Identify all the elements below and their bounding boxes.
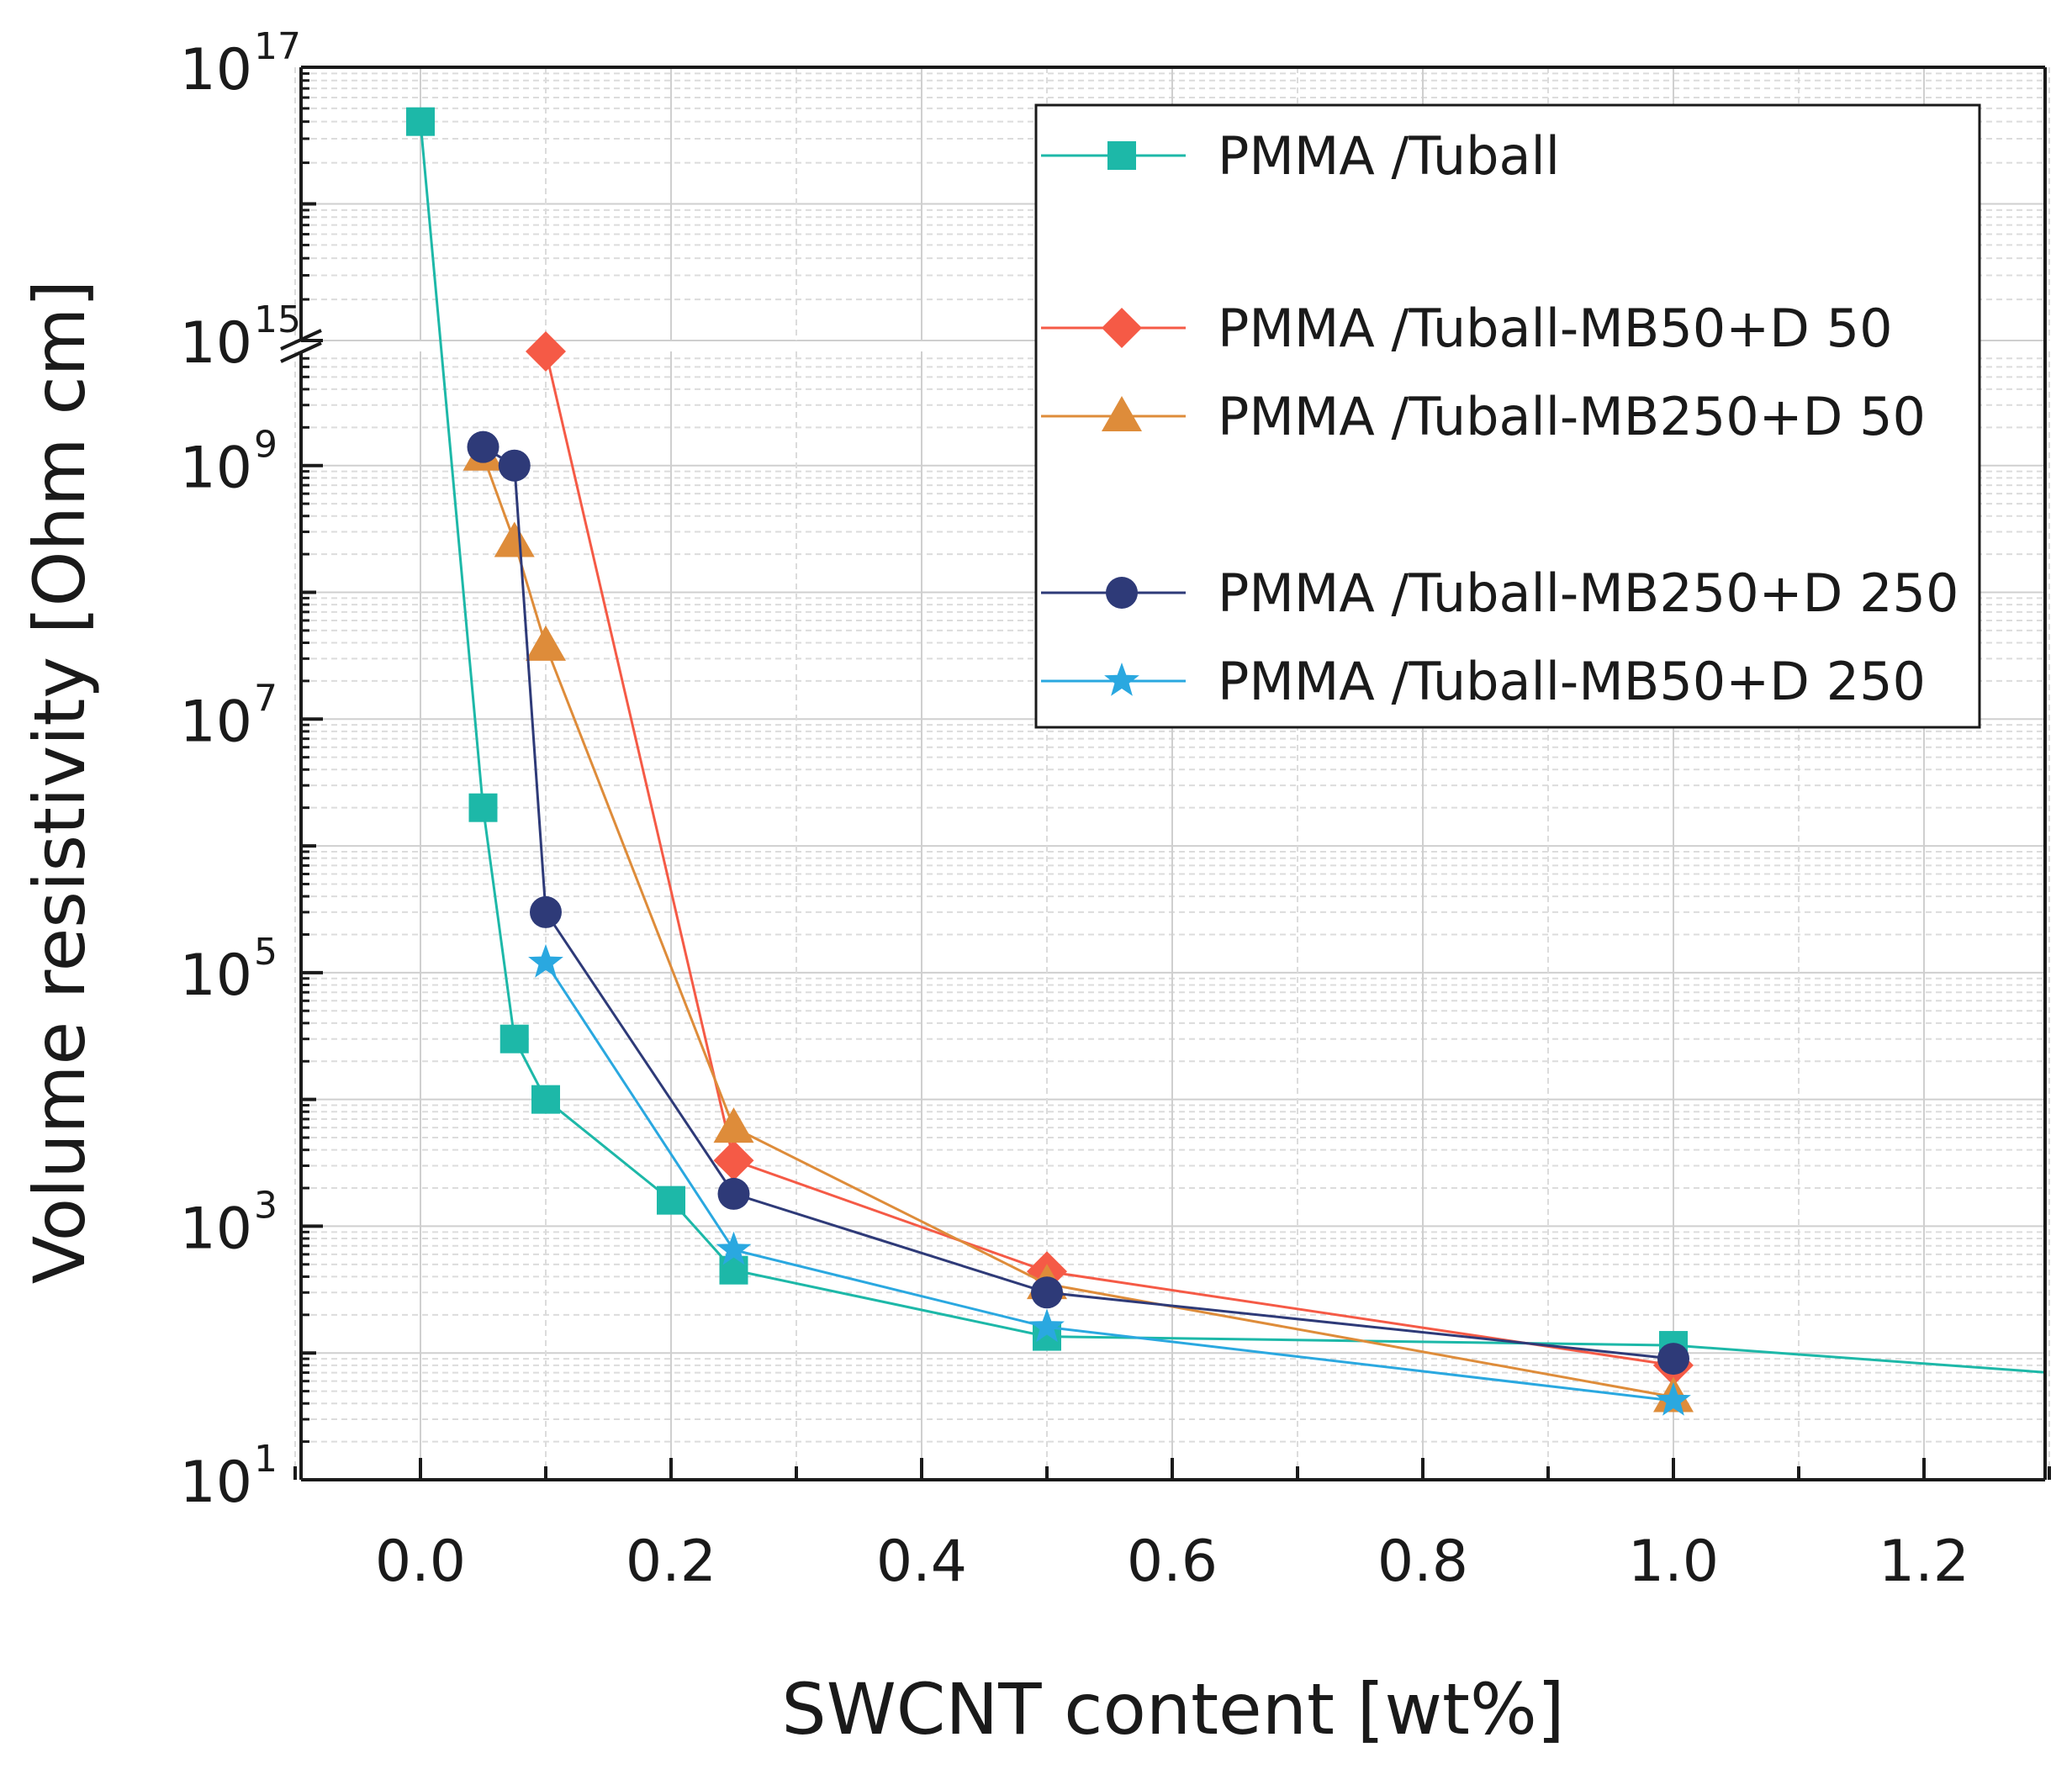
data-point	[657, 1185, 685, 1215]
legend-marker	[1102, 396, 1142, 431]
axis-break-mark	[280, 341, 322, 363]
series-1	[406, 107, 2045, 1374]
y-tick-label: 10	[179, 1196, 252, 1262]
data-point	[713, 1107, 754, 1143]
y-tick-label: 10	[179, 37, 252, 103]
data-point	[406, 107, 435, 136]
legend-marker	[1104, 663, 1139, 696]
x-tick-label: 0.6	[1127, 1529, 1218, 1595]
y-tick-label: 10	[179, 310, 252, 377]
data-point	[716, 1231, 752, 1265]
y-tick-label-exponent: 15	[254, 298, 301, 341]
y-tick-label-exponent: 9	[254, 424, 278, 467]
y-tick-label: 10	[179, 1450, 252, 1516]
data-point	[494, 521, 535, 557]
data-point	[531, 1085, 560, 1114]
y-tick-label-exponent: 5	[254, 931, 278, 974]
y-tick-label-exponent: 7	[254, 677, 278, 720]
series-line	[544, 351, 1674, 1367]
data-point	[530, 895, 562, 928]
tick-labels: 0.0 0.2 0.4 0.6 0.8 1.0 1.210 110 310 510 710 910 15…	[179, 25, 1969, 1595]
data-point	[528, 943, 563, 978]
legend-marker	[1102, 308, 1142, 348]
x-tick-label: 0.4	[876, 1529, 967, 1595]
data-point	[1656, 1382, 1691, 1416]
y-tick-label: 10	[179, 436, 252, 502]
series-4	[467, 430, 1689, 1376]
series-line	[544, 962, 1674, 1402]
x-axis-title: SWCNT content [wt%]	[781, 1668, 1564, 1751]
y-tick-label: 10	[179, 689, 252, 755]
legend-label: PMMA /Tuball-MB250+D 50	[1218, 386, 1926, 447]
y-tick-label: 10	[179, 943, 252, 1009]
data-point	[468, 793, 498, 822]
series-5	[528, 943, 1691, 1416]
legend-label: PMMA /Tuball	[1218, 125, 1560, 187]
legend-entry-3: PMMA /Tuball-MB250+D 50	[1041, 386, 1926, 447]
legend-label: PMMA /Tuball-MB50+D 50	[1218, 298, 1893, 359]
data-point	[500, 1024, 529, 1053]
data-point	[467, 430, 500, 463]
x-tick-label: 1.2	[1879, 1529, 1969, 1595]
y-tick-label-exponent: 3	[254, 1184, 278, 1227]
legend-entry-2: PMMA /Tuball-MB50+D 50	[1041, 298, 1893, 359]
legend-entry-4: PMMA /Tuball-MB250+D 250	[1041, 562, 1958, 624]
x-tick-label: 0.0	[375, 1529, 466, 1595]
series-layer	[406, 107, 2045, 1416]
data-point	[498, 449, 531, 482]
data-point	[1029, 1308, 1065, 1343]
axes	[280, 66, 2051, 1481]
data-point	[717, 1177, 750, 1210]
y-axis-title: Volume resistivity [Ohm cm]	[18, 280, 101, 1284]
x-tick-label: 0.2	[626, 1529, 716, 1595]
x-tick-label: 1.0	[1628, 1529, 1719, 1595]
data-point	[526, 331, 566, 372]
legend-box	[1034, 103, 1981, 729]
y-tick-label-exponent: 17	[254, 25, 301, 68]
legend-marker	[1107, 141, 1136, 170]
legend-label: PMMA /Tuball-MB50+D 250	[1218, 651, 1926, 712]
data-point	[1031, 1276, 1063, 1309]
data-point	[713, 1140, 754, 1181]
x-tick-label: 0.8	[1377, 1529, 1468, 1595]
legend-marker	[1106, 577, 1138, 609]
legend-label: PMMA /Tuball-MB250+D 250	[1218, 562, 1958, 624]
y-tick-label-exponent: 1	[254, 1438, 278, 1481]
legend: PMMA /Tuball PMMA /Tuball-MB50+D 50 PMMA /…	[1034, 103, 1981, 729]
legend-entry-1: PMMA /Tuball	[1041, 125, 1560, 187]
data-point	[1657, 1343, 1689, 1376]
legend-entry-5: PMMA /Tuball-MB50+D 250	[1041, 651, 1926, 712]
data-point	[526, 625, 566, 661]
data-point	[719, 1255, 748, 1285]
